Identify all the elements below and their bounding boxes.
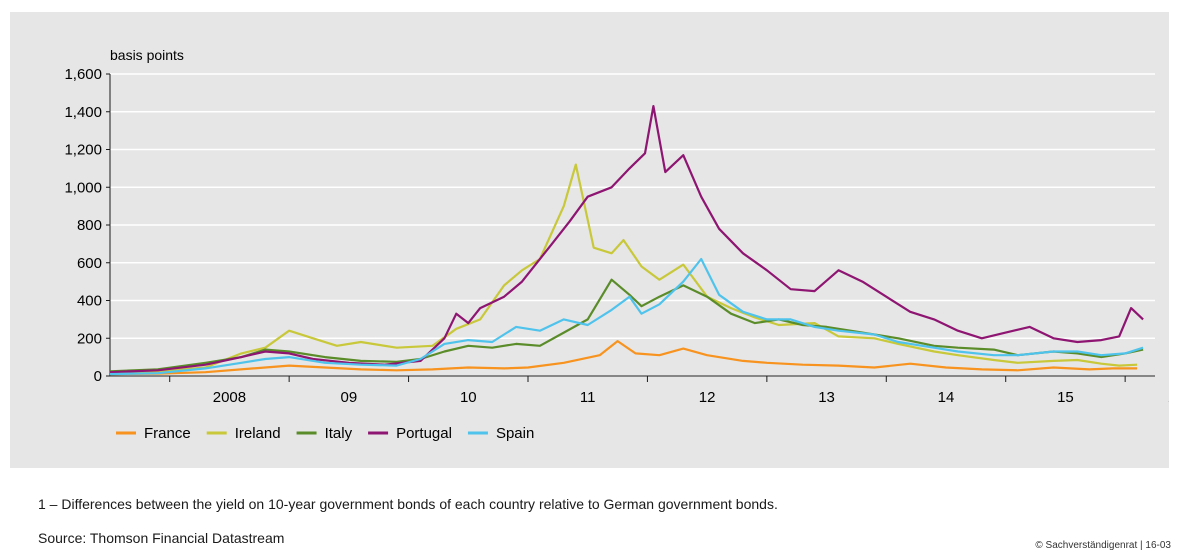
axes	[106, 73, 1155, 382]
legend-label-france: France	[144, 425, 191, 442]
legend-label-ireland: Ireland	[235, 425, 281, 442]
y-tick-label: 1,000	[64, 179, 102, 196]
y-tick-label: 800	[77, 217, 102, 234]
x-tick-label: 15	[1057, 389, 1074, 406]
series-line-spain	[109, 257, 1144, 376]
x-tick-label: 10	[460, 389, 477, 406]
chart-canvas: 0 200 400 600 800 1,000 1,200 1,400 1,600 2008 09 1…	[64, 47, 1169, 442]
x-tick-label: 2008	[213, 389, 246, 406]
y-tick-label: 200	[77, 330, 102, 347]
x-tick-label: 2016	[1168, 389, 1169, 406]
y-tick-label: 1,200	[64, 142, 102, 159]
chart-panel: 0 200 400 600 800 1,000 1,200 1,400 1,600 2008 09 1…	[10, 12, 1169, 468]
y-tick-label: 0	[94, 368, 102, 385]
y-tick-label: 1,400	[64, 104, 102, 121]
y-axis-unit-label: basis points	[110, 47, 184, 63]
y-tick-label: 1,600	[64, 66, 102, 83]
copyright-note: © Sachverständigenrat | 16-03	[1035, 540, 1171, 551]
x-tick-label: 14	[938, 389, 955, 406]
x-tick-label: 11	[580, 389, 596, 406]
x-tick-label: 12	[699, 389, 716, 406]
tick-labels: 0 200 400 600 800 1,000 1,200 1,400 1,600 2008 09 1…	[64, 66, 1169, 406]
legend-label-portugal: Portugal	[396, 425, 452, 442]
source-note: Source: Thomson Financial Datastream	[38, 530, 285, 546]
x-tick-label: 13	[818, 389, 835, 406]
series-line-ireland	[109, 163, 1138, 375]
y-tick-label: 600	[77, 255, 102, 272]
series-line-france	[109, 340, 1138, 376]
x-tick-label: 09	[341, 389, 358, 406]
series-line-portugal	[109, 105, 1144, 374]
series-lines	[109, 105, 1144, 376]
footnote: 1 – Differences between the yield on 10-…	[38, 496, 778, 512]
legend-label-spain: Spain	[496, 425, 534, 442]
gridlines	[110, 73, 1155, 377]
y-tick-label: 400	[77, 293, 102, 310]
legend-label-italy: Italy	[325, 425, 353, 442]
series-line-italy	[109, 278, 1144, 373]
legend: France Ireland Italy Portugal Spain	[116, 425, 534, 442]
